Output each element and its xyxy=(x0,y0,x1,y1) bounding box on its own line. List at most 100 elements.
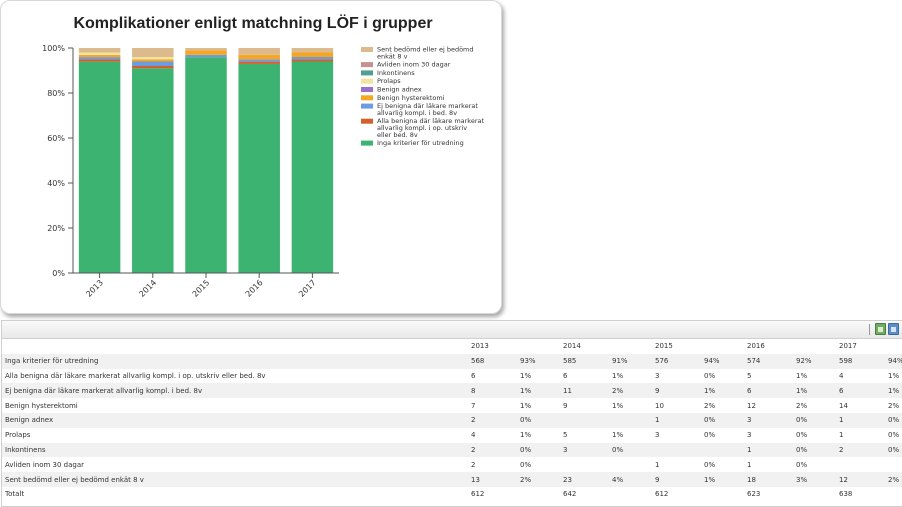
percent-cell: 1% xyxy=(793,383,836,399)
bar-segment-2016-s1[interactable] xyxy=(238,61,280,64)
percent-cell: 0% xyxy=(517,412,560,428)
table-row: Ej benigna där läkare markerat allvarlig… xyxy=(2,383,902,399)
bar-segment-2016-s3[interactable] xyxy=(238,54,280,60)
header-empty-cell xyxy=(2,339,468,354)
legend-item[interactable]: Benign hysterektomi xyxy=(361,94,445,102)
legend-label: allvarlig kompl. i bed. 8v xyxy=(377,109,457,117)
percent-cell: 0% xyxy=(609,442,652,458)
chart-card: Komplikationer enligt matchning LÖF i gr… xyxy=(0,0,502,314)
table-toolbar xyxy=(2,321,902,339)
count-cell: 4 xyxy=(839,371,844,380)
bar-segment-2013-s8[interactable] xyxy=(78,48,121,53)
export-excel-icon[interactable] xyxy=(875,323,886,335)
count-cell: 5 xyxy=(563,431,568,440)
bar-segment-2013-s3[interactable] xyxy=(78,54,121,58)
bar-segment-2016-s2[interactable] xyxy=(238,59,280,62)
legend-item[interactable]: Benign adnex xyxy=(361,86,422,94)
bar-segment-2014-s5[interactable] xyxy=(132,57,174,60)
percent-cell: 2% xyxy=(888,401,900,410)
bar-segment-2017-s3[interactable] xyxy=(291,52,334,58)
header-pct-cell xyxy=(609,339,652,354)
bar-segment-2015-s0[interactable] xyxy=(185,57,227,274)
legend-item[interactable]: Avliden inom 30 dagar xyxy=(361,61,451,69)
bar-segment-2015-s3[interactable] xyxy=(185,50,227,55)
count-cell: 1 xyxy=(839,431,844,440)
count-cell: 576 xyxy=(652,353,701,369)
x-tick-label: 2015 xyxy=(191,278,212,299)
count-cell: 2 xyxy=(471,460,476,469)
bar-segment-2017-s2[interactable] xyxy=(291,57,334,60)
table-row: Benign hysterektomi 7 1% 9 1% 10 2% 12 2% 14 2% xyxy=(2,398,902,413)
percent-cell xyxy=(885,457,902,472)
count-cell: 6 xyxy=(471,371,476,380)
percent-cell: 2% xyxy=(704,401,716,410)
percent-cell: 0% xyxy=(520,460,532,469)
percent-cell: 1% xyxy=(701,472,744,487)
table-row: Prolaps 4 1% 5 1% 3 0% 3 0% 1 0% xyxy=(2,428,902,443)
count-cell: 3 xyxy=(560,442,609,458)
percent-cell: 1% xyxy=(520,371,532,380)
export-file-icon[interactable] xyxy=(888,323,899,335)
bar-segment-2017-s8[interactable] xyxy=(291,48,334,53)
stacked-bar-chart: Komplikationer enligt matchning LÖF i gr… xyxy=(42,13,484,299)
bar-segment-2015-s2[interactable] xyxy=(185,54,227,58)
percent-cell: 0% xyxy=(701,412,744,428)
legend-label: Alla benigna där läkare markerat xyxy=(377,117,484,125)
bar-segment-2014-s2[interactable] xyxy=(132,61,174,67)
row-label: Sent bedömd eller ej bedömd enkät 8 v xyxy=(2,472,468,487)
table-row: Avliden inom 30 dagar 2 0% 1 0% 1 0% xyxy=(2,457,902,472)
percent-cell xyxy=(793,487,836,502)
table-row: Sent bedömd eller ej bedömd enkät 8 v 13 2… xyxy=(2,472,902,487)
count-cell xyxy=(836,457,885,472)
count-cell: 585 xyxy=(560,353,609,369)
bar-segment-2016-s8[interactable] xyxy=(238,48,280,55)
legend-item[interactable]: Prolaps xyxy=(361,77,401,85)
bar-segment-2013-s1[interactable] xyxy=(78,59,121,62)
count-cell: 4 xyxy=(471,431,476,440)
bar-segment-2014-s0[interactable] xyxy=(132,68,174,273)
count-cell: 13 xyxy=(468,472,517,487)
percent-cell: 1% xyxy=(888,371,900,380)
bar-segment-2013-s0[interactable] xyxy=(78,61,121,273)
percent-cell: 4% xyxy=(609,472,652,487)
percent-cell: 94% xyxy=(701,353,744,369)
percent-cell: 0% xyxy=(704,371,716,380)
bar-segment-2013-s5[interactable] xyxy=(78,52,121,55)
legend-label: Avliden inom 30 dagar xyxy=(377,61,451,69)
count-cell: 23 xyxy=(560,472,609,487)
legend-label: Benign adnex xyxy=(377,86,422,94)
data-table-panel: 2013 2014 2015 2016 2017 Inga kriterier för u… xyxy=(1,320,902,507)
percent-cell: 0% xyxy=(517,442,560,458)
bar-segment-2017-s1[interactable] xyxy=(291,59,334,62)
bar-segment-2013-s2[interactable] xyxy=(78,57,121,60)
count-cell xyxy=(560,412,609,428)
legend-item[interactable]: Ej benigna där läkare markeratallvarlig … xyxy=(361,102,478,117)
legend-item[interactable]: Inga kriterier för utredning xyxy=(361,139,464,147)
count-cell: 3 xyxy=(655,371,660,380)
percent-cell: 1% xyxy=(612,371,624,380)
legend-swatch xyxy=(361,47,373,52)
count-cell: 9 xyxy=(652,472,701,487)
count-cell: 2 xyxy=(836,442,885,458)
count-cell: 10 xyxy=(655,401,664,410)
percent-cell: 0% xyxy=(888,431,900,440)
bar-segment-2014-s3[interactable] xyxy=(132,59,174,62)
legend-swatch xyxy=(361,78,373,84)
bar-segment-2016-s0[interactable] xyxy=(238,63,280,274)
legend-item[interactable]: Alla benigna där läkare markeratallvarli… xyxy=(361,117,484,139)
percent-cell: 3% xyxy=(793,472,836,487)
percent-cell: 0% xyxy=(704,431,716,440)
row-label: Totalt xyxy=(5,490,25,499)
count-cell: 6 xyxy=(563,371,568,380)
legend-label: enkät 8 v xyxy=(377,52,408,60)
bar-segment-2014-s1[interactable] xyxy=(132,66,174,69)
bar-segment-2014-s8[interactable] xyxy=(132,48,174,57)
count-cell: 1 xyxy=(747,460,752,469)
percent-cell: 0% xyxy=(796,460,808,469)
bar-segment-2017-s0[interactable] xyxy=(291,61,334,274)
percent-cell: 1% xyxy=(701,383,744,399)
bar-segment-2015-s8[interactable] xyxy=(185,48,227,51)
legend-item[interactable]: Inkontinens xyxy=(361,69,415,77)
count-cell: 8 xyxy=(468,383,517,399)
